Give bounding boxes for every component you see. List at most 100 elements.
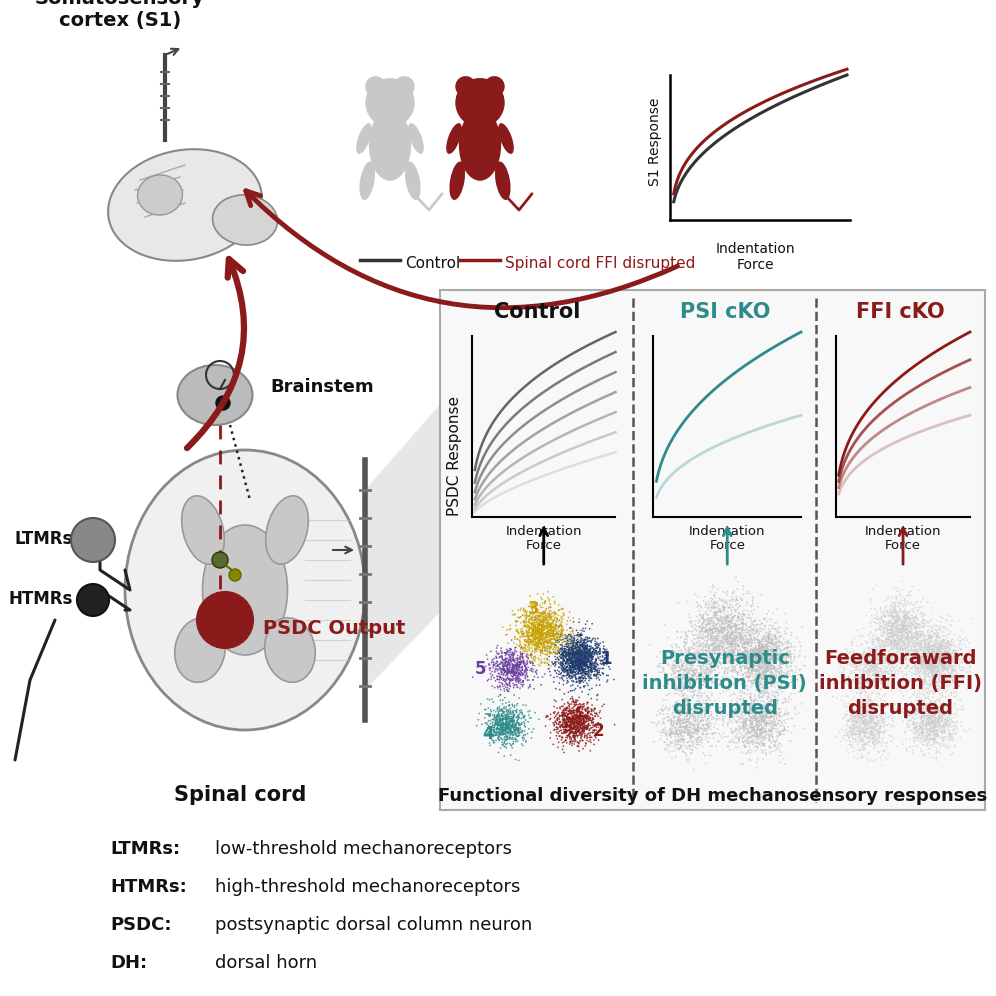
Point — [717, 708, 733, 724]
Point — [490, 665, 506, 681]
Point — [904, 650, 920, 666]
Point — [701, 708, 717, 724]
Point — [915, 672, 931, 688]
Point — [699, 617, 715, 632]
Point — [752, 634, 768, 650]
Point — [716, 622, 732, 638]
Point — [672, 713, 688, 729]
Point — [913, 627, 929, 643]
Point — [551, 666, 567, 682]
Point — [550, 626, 566, 642]
Point — [727, 664, 743, 680]
Point — [768, 692, 784, 708]
Point — [493, 719, 509, 735]
Point — [907, 648, 923, 664]
Point — [518, 618, 534, 633]
Point — [752, 660, 768, 676]
Point — [746, 692, 762, 708]
Point — [760, 705, 776, 721]
Point — [843, 707, 859, 723]
Point — [709, 655, 725, 671]
Point — [696, 710, 712, 726]
Point — [692, 649, 708, 665]
Point — [588, 643, 604, 659]
Point — [573, 640, 589, 656]
Point — [665, 733, 681, 749]
Point — [600, 654, 616, 670]
Point — [856, 724, 872, 740]
Point — [655, 661, 671, 677]
Point — [758, 718, 774, 734]
Point — [932, 647, 948, 663]
Point — [715, 592, 731, 608]
Point — [734, 616, 750, 631]
Point — [855, 684, 871, 700]
Point — [837, 672, 853, 688]
Point — [486, 720, 502, 736]
Point — [583, 659, 599, 675]
Point — [498, 716, 514, 732]
Point — [573, 727, 589, 743]
Point — [704, 632, 720, 648]
Point — [761, 621, 777, 636]
Point — [925, 712, 941, 728]
Point — [521, 633, 537, 649]
Point — [858, 688, 873, 704]
Point — [918, 657, 934, 673]
Point — [903, 622, 919, 638]
Point — [742, 724, 758, 740]
Point — [851, 726, 867, 742]
Point — [587, 722, 603, 738]
Point — [859, 721, 874, 737]
Point — [565, 665, 581, 681]
Point — [696, 650, 712, 666]
Point — [726, 670, 742, 686]
Point — [755, 743, 771, 759]
Point — [558, 646, 574, 662]
Point — [569, 693, 585, 709]
Point — [525, 637, 541, 653]
Point — [778, 656, 794, 672]
Point — [555, 706, 571, 722]
Point — [769, 695, 785, 711]
Point — [543, 625, 559, 641]
Point — [908, 616, 924, 631]
Point — [526, 622, 542, 637]
Point — [903, 641, 919, 657]
Point — [563, 652, 579, 668]
Point — [502, 721, 518, 737]
Point — [572, 658, 588, 674]
Point — [878, 662, 894, 678]
Point — [931, 729, 947, 745]
Point — [770, 677, 786, 693]
Point — [752, 689, 768, 705]
Point — [863, 723, 878, 739]
Point — [917, 664, 933, 680]
Point — [539, 646, 555, 662]
Point — [499, 717, 515, 733]
Point — [573, 646, 589, 662]
Point — [677, 631, 693, 647]
Point — [943, 665, 959, 681]
Point — [575, 643, 591, 659]
Point — [941, 717, 957, 733]
Point — [905, 642, 921, 658]
Point — [580, 652, 596, 668]
Point — [902, 689, 918, 705]
Point — [837, 648, 853, 664]
Point — [914, 642, 930, 658]
Point — [759, 646, 775, 662]
Point — [531, 624, 547, 640]
Point — [507, 719, 523, 735]
Point — [933, 721, 949, 737]
Point — [756, 670, 772, 686]
Point — [672, 722, 688, 738]
Point — [930, 700, 946, 716]
Point — [568, 654, 584, 670]
Point — [679, 727, 695, 743]
Point — [750, 669, 766, 685]
Point — [561, 661, 577, 677]
Point — [666, 710, 682, 726]
Point — [528, 641, 544, 657]
Point — [879, 634, 895, 650]
